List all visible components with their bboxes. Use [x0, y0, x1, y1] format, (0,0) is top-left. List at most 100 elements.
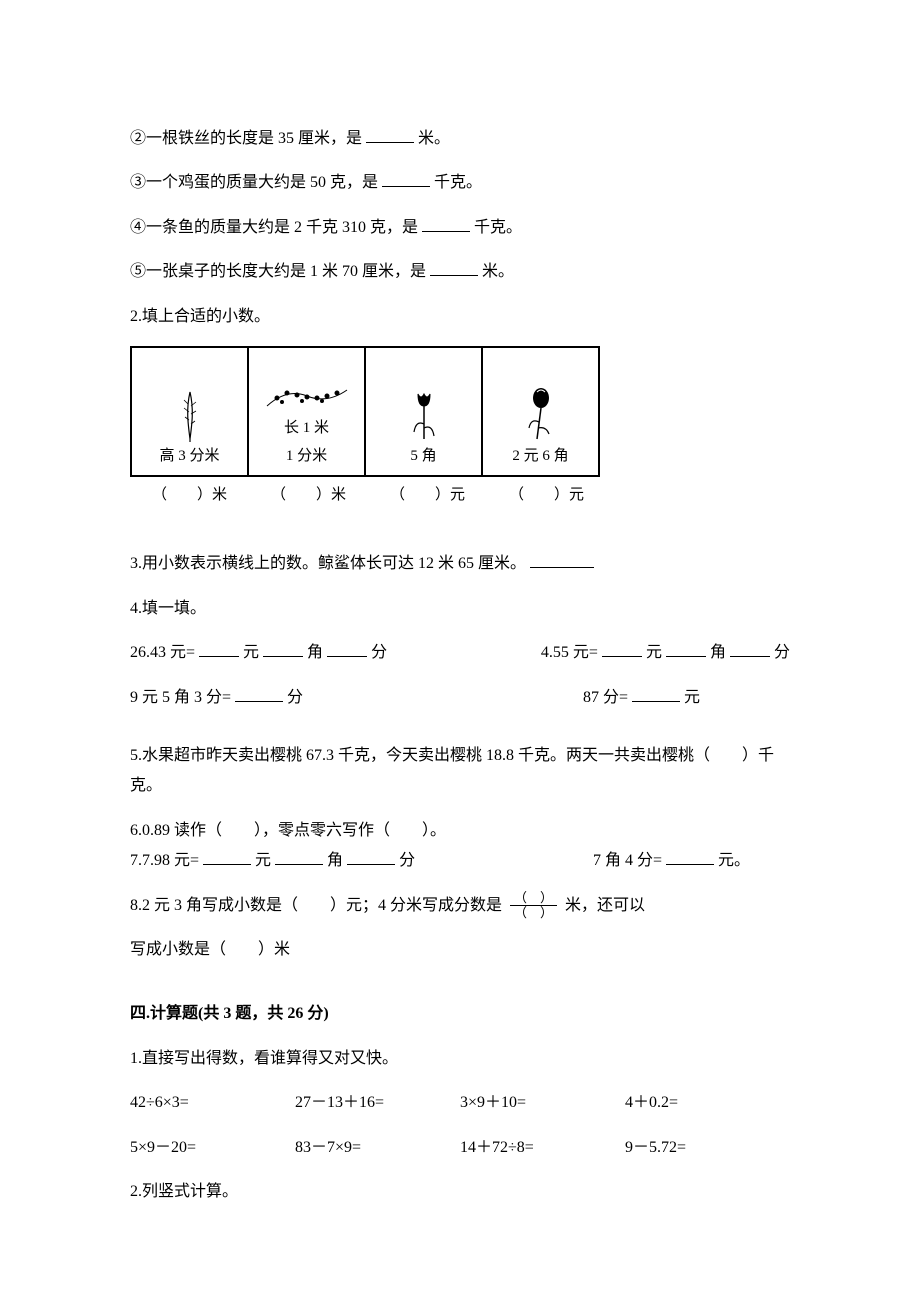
unit-jiao: 角 [327, 852, 343, 869]
q4-prompt: 4.填一填。 [130, 594, 790, 624]
q4-l1a-prefix: 26.43 元= [130, 644, 195, 661]
q7-right: 7 角 4 分= 元。 [593, 846, 750, 876]
q3: 3.用小数表示横线上的数。鲸鲨体长可达 12 米 65 厘米。 [130, 549, 790, 579]
q-circle-2: ②一根铁丝的长度是 35 厘米，是 米。 [130, 124, 790, 154]
q2-table: 高 3 分米 [130, 346, 600, 477]
calc-cell: 42÷6×3= [130, 1088, 295, 1118]
q2-cell-2: 长 1 米 1 分米 [248, 347, 365, 476]
unit-jiao: 角 [307, 644, 323, 661]
calc-cell: 5×9－20= [130, 1133, 295, 1163]
q-circle-2-text: ②一根铁丝的长度是 35 厘米，是 [130, 130, 362, 147]
q4-line2-left: 9 元 5 角 3 分= 分 [130, 683, 303, 713]
unit-yuan: 元 [646, 644, 662, 661]
q4-l1b-prefix: 4.55 元= [541, 644, 598, 661]
unit-fen: 分 [399, 852, 415, 869]
fraction-numerator: （ ） [510, 891, 557, 906]
q-circle-4-tail: 千克。 [474, 219, 522, 236]
blank[interactable] [347, 848, 395, 865]
q-circle-4: ④一条鱼的质量大约是 2 千克 310 克，是 千克。 [130, 213, 790, 243]
q8-line1: 8.2 元 3 角写成小数是（ ）元；4 分米写成分数是 （ ） （ ） 米，还… [130, 891, 790, 921]
q3-text: 3.用小数表示横线上的数。鲸鲨体长可达 12 米 65 厘米。 [130, 555, 526, 572]
calc-cell: 27－13＋16= [295, 1088, 460, 1118]
unit-yuan: 元 [243, 644, 259, 661]
blank[interactable] [199, 640, 239, 657]
q4-line1: 26.43 元= 元 角 分 4.55 元= 元 角 分 [130, 638, 790, 668]
q-circle-2-tail: 米。 [418, 130, 450, 147]
q7-a-prefix: 7.7.98 元= [130, 852, 199, 869]
blank[interactable] [382, 170, 430, 187]
calc-cell: 3×9＋10= [460, 1088, 625, 1118]
unit-yuan: 元 [684, 689, 700, 706]
q7-b-prefix: 7 角 4 分= [593, 852, 662, 869]
unit-fen: 分 [774, 644, 790, 661]
q2-ans-1[interactable]: （ ）米 [130, 481, 249, 510]
blank[interactable] [422, 215, 470, 232]
q7-left: 7.7.98 元= 元 角 分 [130, 846, 415, 876]
calc-row-1: 42÷6×3= 27－13＋16= 3×9＋10= 4＋0.2= [130, 1088, 790, 1118]
q-circle-5-text: ⑤一张桌子的长度大约是 1 米 70 厘米，是 [130, 263, 426, 280]
q2-cell-1-label: 高 3 分米 [132, 442, 247, 471]
q7: 7.7.98 元= 元 角 分 7 角 4 分= 元。 [130, 846, 790, 876]
q5: 5.水果超市昨天卖出樱桃 67.3 千克，今天卖出樱桃 18.8 千克。两天一共… [130, 741, 790, 802]
q4-l2b-prefix: 87 分= [583, 689, 628, 706]
rose-icon [483, 382, 598, 442]
q2-cell-3: 5 角 [365, 347, 482, 476]
fraction-blank[interactable]: （ ） （ ） [510, 891, 557, 921]
tulip-icon [366, 382, 481, 442]
q-circle-3: ③一个鸡蛋的质量大约是 50 克，是 千克。 [130, 168, 790, 198]
section-4-heading: 四.计算题(共 3 题，共 26 分) [130, 999, 790, 1029]
blank[interactable] [263, 640, 303, 657]
q2-cell-4-label: 2 元 6 角 [483, 442, 598, 471]
blank[interactable] [275, 848, 323, 865]
q2-prompt: 2.填上合适的小数。 [130, 302, 790, 332]
q-circle-3-tail: 千克。 [434, 174, 482, 191]
q4-line1-left: 26.43 元= 元 角 分 [130, 638, 387, 668]
calc-row-2: 5×9－20= 83－7×9= 14＋72÷8= 9－5.72= [130, 1133, 790, 1163]
blank[interactable] [666, 848, 714, 865]
blank[interactable] [530, 551, 594, 568]
q4-line1-right: 4.55 元= 元 角 分 [541, 638, 790, 668]
calc-cell: 4＋0.2= [625, 1088, 790, 1118]
blank[interactable] [602, 640, 642, 657]
unit-fen: 分 [287, 689, 303, 706]
q8-a: 8.2 元 3 角写成小数是（ ）元；4 分米写成分数是 [130, 897, 502, 914]
blank[interactable] [666, 640, 706, 657]
q4-line2-right: 87 分= 元 [583, 683, 700, 713]
unit-jiao: 角 [710, 644, 726, 661]
sec4-q1-prompt: 1.直接写出得数，看谁算得又对又快。 [130, 1044, 790, 1074]
feather-icon [132, 382, 247, 442]
blank[interactable] [632, 685, 680, 702]
blank[interactable] [203, 848, 251, 865]
calc-cell: 14＋72÷8= [460, 1133, 625, 1163]
blank[interactable] [730, 640, 770, 657]
q2-cell-2-label-1: 长 1 米 [249, 414, 364, 443]
sec4-q2-prompt: 2.列竖式计算。 [130, 1177, 790, 1207]
unit-fen: 分 [371, 644, 387, 661]
blank[interactable] [430, 259, 478, 276]
q8-line2: 写成小数是（ ）米 [130, 935, 790, 965]
q2-cell-1: 高 3 分米 [131, 347, 248, 476]
q-circle-5-tail: 米。 [482, 263, 514, 280]
q4-line2: 9 元 5 角 3 分= 分 87 分= 元 [130, 683, 790, 713]
q2-ans-4[interactable]: （ ）元 [487, 481, 606, 510]
q7-b-tail: 元。 [718, 852, 750, 869]
q2-cell-3-label: 5 角 [366, 442, 481, 471]
q2-cell-2-label-2: 1 分米 [249, 442, 364, 471]
q-circle-4-text: ④一条鱼的质量大约是 2 千克 310 克，是 [130, 219, 418, 236]
q2-answers: （ ）米 （ ）米 （ ）元 （ ）元 [130, 481, 790, 510]
q-circle-5: ⑤一张桌子的长度大约是 1 米 70 厘米，是 米。 [130, 257, 790, 287]
q2-ans-3[interactable]: （ ）元 [368, 481, 487, 510]
q6: 6.0.89 读作（ ），零点零六写作（ ）。 [130, 816, 790, 846]
calc-cell: 83－7×9= [295, 1133, 460, 1163]
q4-l2a-prefix: 9 元 5 角 3 分= [130, 689, 231, 706]
flower-cluster-icon [249, 354, 364, 414]
blank[interactable] [235, 685, 283, 702]
blank[interactable] [366, 126, 414, 143]
q8-b: 米，还可以 [565, 897, 645, 914]
fraction-denominator: （ ） [510, 906, 557, 920]
unit-yuan: 元 [255, 852, 271, 869]
q-circle-3-text: ③一个鸡蛋的质量大约是 50 克，是 [130, 174, 378, 191]
blank[interactable] [327, 640, 367, 657]
calc-cell: 9－5.72= [625, 1133, 790, 1163]
q2-ans-2[interactable]: （ ）米 [249, 481, 368, 510]
